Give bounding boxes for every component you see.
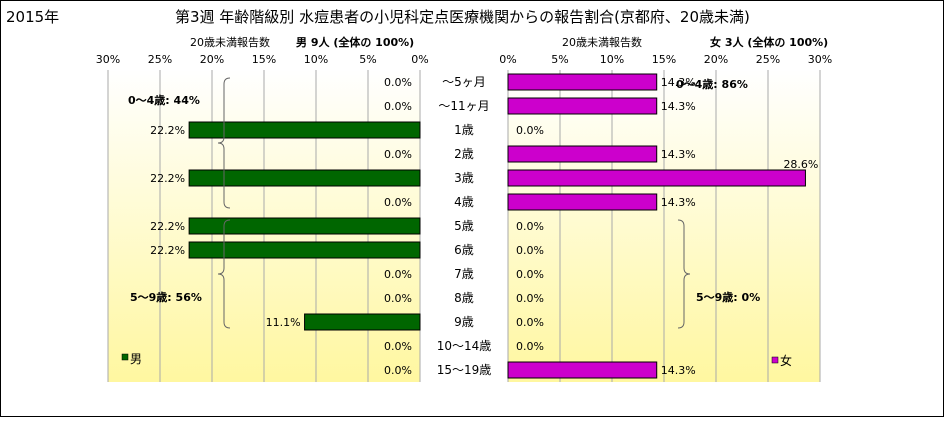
female-value-label: 14.3% xyxy=(661,76,696,89)
female-legend-label: 女 xyxy=(780,353,792,368)
female-x-tick-label: 25% xyxy=(756,53,780,66)
age-category-label: 9歳 xyxy=(454,315,474,329)
male-value-label: 0.0% xyxy=(384,148,412,161)
male-5-9-total: 5～9歳: 56% xyxy=(130,290,202,304)
female-value-label: 14.3% xyxy=(661,100,696,113)
age-category-label: 6歳 xyxy=(454,243,474,257)
age-category-label: 7歳 xyxy=(454,267,474,281)
female-0-4-total: 0～4歳: 86% xyxy=(676,77,748,91)
female-value-label: 14.3% xyxy=(661,196,696,209)
male-value-label: 0.0% xyxy=(384,268,412,281)
male-count-label: 20歳未満報告数 xyxy=(190,36,270,49)
age-category-label: 2歳 xyxy=(454,147,474,161)
male-value-label: 11.1% xyxy=(266,316,301,329)
female-x-tick-label: 15% xyxy=(652,53,676,66)
female-value-label: 0.0% xyxy=(516,316,544,329)
male-x-tick-label: 15% xyxy=(252,53,276,66)
female-value-label: 0.0% xyxy=(516,268,544,281)
female-bar xyxy=(507,73,658,91)
male-panel-title: 男 9人 (全体の 100%) xyxy=(296,35,414,49)
female-x-tick-label: 20% xyxy=(704,53,728,66)
age-category-label: 1歳 xyxy=(454,123,474,137)
female-bar xyxy=(507,361,658,379)
female-bar xyxy=(507,97,658,115)
age-category-label: 5歳 xyxy=(454,219,474,233)
male-x-tick-label: 25% xyxy=(148,53,172,66)
male-value-label: 0.0% xyxy=(384,196,412,209)
female-value-label: 0.0% xyxy=(516,244,544,257)
male-value-label: 22.2% xyxy=(150,220,185,233)
year-label: 2015年 xyxy=(6,8,59,26)
male-x-tick-label: 5% xyxy=(359,53,376,66)
female-value-label: 0.0% xyxy=(516,220,544,233)
male-bar xyxy=(304,313,421,331)
female-legend-swatch xyxy=(771,356,779,364)
female-value-label: 14.3% xyxy=(661,148,696,161)
female-5-9-brace xyxy=(677,219,691,329)
male-bar xyxy=(188,169,421,187)
male-legend-label: 男 xyxy=(130,352,142,366)
male-legend-swatch xyxy=(121,353,129,361)
female-bar xyxy=(507,169,806,187)
plot-layer: 30% 25% 20% 15% 10% 5% 0% 0% 5% 10% 15% 20% 25% 30% 20… xyxy=(96,35,832,382)
female-x-tick-label: 5% xyxy=(551,53,568,66)
female-5-9-total: 5～9歳: 0% xyxy=(696,290,760,304)
female-value-label: 14.3% xyxy=(661,364,696,377)
female-value-label: 28.6% xyxy=(783,158,818,171)
female-x-tick-label: 30% xyxy=(808,53,832,66)
female-value-label: 0.0% xyxy=(516,124,544,137)
male-x-tick-label: 30% xyxy=(96,53,120,66)
female-value-label: 0.0% xyxy=(516,292,544,305)
male-value-label: 22.2% xyxy=(150,172,185,185)
male-value-label: 0.0% xyxy=(384,76,412,89)
female-x-tick-label: 10% xyxy=(600,53,624,66)
male-bar xyxy=(188,121,421,139)
male-value-label: 0.0% xyxy=(384,340,412,353)
male-x-tick-label: 0% xyxy=(411,53,428,66)
male-x-tick-label: 20% xyxy=(200,53,224,66)
chart-title: 第3週 年齢階級別 水痘患者の小児科定点医療機関からの報告割合(京都府、20歳未… xyxy=(175,8,750,26)
male-value-label: 0.0% xyxy=(384,100,412,113)
age-category-label: ～5ヶ月 xyxy=(442,75,486,89)
male-5-9-brace xyxy=(217,219,231,329)
age-category-label: 15～19歳 xyxy=(437,363,492,377)
male-x-tick-label: 10% xyxy=(304,53,328,66)
male-value-label: 22.2% xyxy=(150,124,185,137)
male-bar xyxy=(188,241,421,259)
age-category-label: 10～14歳 xyxy=(437,339,492,353)
female-x-tick-label: 0% xyxy=(499,53,516,66)
age-category-label: 8歳 xyxy=(454,291,474,305)
male-bar xyxy=(188,217,421,235)
female-count-label: 20歳未満報告数 xyxy=(562,36,642,49)
female-bar xyxy=(507,145,658,163)
female-panel-title: 女 3人 (全体の 100%) xyxy=(710,35,828,49)
age-category-label: 3歳 xyxy=(454,171,474,185)
female-value-label: 0.0% xyxy=(516,340,544,353)
female-bar xyxy=(507,193,658,211)
male-0-4-total: 0～4歳: 44% xyxy=(128,93,200,107)
male-0-4-brace xyxy=(217,77,231,209)
male-value-label: 22.2% xyxy=(150,244,185,257)
age-category-label: 4歳 xyxy=(454,195,474,209)
male-value-label: 0.0% xyxy=(384,292,412,305)
male-value-label: 0.0% xyxy=(384,364,412,377)
age-category-label: ～11ヶ月 xyxy=(438,99,489,113)
